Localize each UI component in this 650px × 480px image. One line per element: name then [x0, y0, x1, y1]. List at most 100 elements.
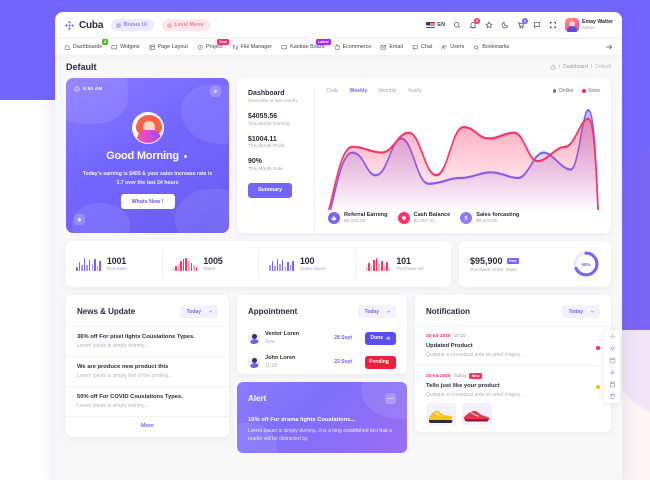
- tab-daily[interactable]: Daily: [327, 88, 339, 94]
- dark-mode-moon-icon[interactable]: [501, 21, 509, 29]
- legend-store: Store: [582, 88, 600, 94]
- gear-icon: [213, 89, 218, 94]
- decorative-blob: [175, 189, 229, 233]
- notification-meta: 20-04-2020 Today New: [426, 373, 600, 379]
- nav-item-file-manager[interactable]: File Manager: [232, 44, 272, 51]
- flag-us-icon: [425, 22, 435, 28]
- notification-filter-select[interactable]: Today: [561, 305, 600, 318]
- nav-item-bookmarks[interactable]: Bookmarks: [473, 44, 509, 51]
- kpi-sales: 1005 Sales: [163, 250, 259, 278]
- legend-online: Online: [553, 88, 573, 94]
- dashboard-card-title: Dashboard: [248, 90, 285, 97]
- cart-icon[interactable]: 2: [517, 18, 529, 29]
- top-widgets-row: 9:50 AM Good Morning Today's earnin: [66, 78, 611, 233]
- greeting-settings-button[interactable]: [210, 86, 221, 97]
- customizer-icon[interactable]: [609, 333, 616, 340]
- gauge-arc: [573, 251, 599, 277]
- nav-item-page-layout[interactable]: Page Layout: [149, 44, 188, 51]
- heart-icon: [397, 212, 410, 224]
- appointment-time: 11:00: [265, 363, 278, 369]
- trash-icon[interactable]: [609, 393, 616, 400]
- whats-new-button[interactable]: Whats New !: [120, 194, 175, 209]
- news-list-item[interactable]: We are produce new product this Lorem Ip…: [66, 356, 229, 386]
- notification-list-item[interactable]: 20-04-2020 10:10 Updated Product Quisque…: [415, 326, 611, 365]
- avatar: [565, 18, 580, 32]
- notification-title: Notification: [426, 307, 470, 316]
- decorative-blob: [181, 84, 229, 144]
- layout-icon[interactable]: [609, 357, 616, 364]
- settings-icon[interactable]: [609, 369, 616, 376]
- app-window: Cuba Bonus Ui Level Menu EN 5: [55, 12, 622, 480]
- dashboard-content: 9:50 AM Good Morning Today's earnin: [55, 78, 622, 463]
- appointment-avatar: [248, 332, 260, 344]
- gear-icon[interactable]: [609, 345, 616, 352]
- fullscreen-icon[interactable]: [549, 21, 557, 29]
- breadcrumb-parent[interactable]: Dashboard: [563, 64, 588, 70]
- news-list-item[interactable]: 36% off For pixel lights Couslations Typ…: [66, 326, 229, 356]
- purchase-order-gauge: 68%: [572, 250, 600, 278]
- nav-overflow[interactable]: [605, 43, 613, 51]
- tab-weekly[interactable]: Weekly: [349, 88, 368, 94]
- chart-svg: [328, 109, 599, 212]
- notification-date: 20-04-2020: [426, 334, 451, 339]
- bonus-ui-pill[interactable]: Bonus Ui: [111, 18, 154, 32]
- alert-minimize-button[interactable]: —: [385, 393, 396, 404]
- notification-status-dot-icon: [596, 346, 600, 350]
- home-icon[interactable]: [550, 64, 556, 70]
- metric-value: $5,000.20: [344, 219, 366, 224]
- news-more-link[interactable]: More: [66, 416, 229, 437]
- nav-item-kanban-board[interactable]: Kanban Board Latest: [281, 38, 331, 51]
- new-badge: New: [469, 373, 482, 379]
- stat-month-profit: $1004.11 This Month Profit: [248, 136, 314, 150]
- dashboard-stats-panel: Dashboard Overview of last month $4055.5…: [237, 88, 315, 233]
- nav-item-users[interactable]: Users: [441, 44, 464, 51]
- nav-item-email[interactable]: Email: [380, 44, 403, 51]
- brand-logo[interactable]: Cuba: [64, 20, 103, 31]
- metric-sales-forcasting: Sales forcasting $9,478.50: [460, 212, 519, 224]
- appointment-status-pending-button[interactable]: Pending: [365, 355, 396, 369]
- metric-cash-balance: Cash Balance $2,657.21: [397, 212, 450, 224]
- notification-list-item[interactable]: 20-04-2020 Today New Tello just like you…: [415, 365, 611, 432]
- bell-icon: [77, 217, 82, 222]
- purchase-order-label: Purchase Order Value: [470, 267, 518, 273]
- tab-yearly[interactable]: Yearly: [407, 88, 422, 94]
- appointment-filter-select[interactable]: Today: [357, 305, 396, 318]
- notification-meta: 20-04-2020 10:10: [426, 334, 600, 339]
- star-icon[interactable]: [485, 21, 493, 29]
- user-profile-menu[interactable]: Emay Walter Admin: [565, 18, 613, 32]
- language-selector[interactable]: EN: [425, 22, 445, 28]
- greeting-bell-button[interactable]: [74, 214, 85, 225]
- home-icon: [64, 44, 71, 51]
- summary-button[interactable]: Summary: [248, 182, 293, 198]
- nav-item-dashboards[interactable]: Dashboards 8: [64, 38, 109, 51]
- appointment-list-item[interactable]: John Loren 11:00 22 Sept Pending: [237, 350, 407, 374]
- sparkline-purchase-return: [365, 258, 391, 271]
- metric-value: $2,657.21: [413, 219, 435, 224]
- product-thumbnail-yellow-shoe[interactable]: [426, 403, 456, 425]
- notification-date: 20-04-2020: [426, 373, 451, 379]
- tab-monthly[interactable]: Monthly: [378, 88, 397, 94]
- search-icon[interactable]: [453, 21, 461, 29]
- nav-item-widgets[interactable]: Widgets: [111, 44, 140, 51]
- news-item-subtitle: Lorem Ipsum is simply text of the printi…: [77, 373, 173, 379]
- news-filter-select[interactable]: Today: [179, 305, 218, 318]
- sparkline-sales: [172, 258, 198, 271]
- metric-value: $9,478.50: [476, 219, 498, 224]
- nav-item-project[interactable]: Project New: [197, 38, 229, 51]
- chat-bubble-icon[interactable]: [533, 21, 541, 29]
- appointment-status-done-button[interactable]: Done: [365, 331, 396, 345]
- header-actions: EN 5 2: [425, 18, 613, 32]
- product-thumbnail-red-shoe[interactable]: [462, 403, 492, 425]
- nav-item-ecommerce[interactable]: Ecommerce: [334, 44, 371, 51]
- notifications-bell-icon[interactable]: 5: [469, 18, 481, 29]
- appointment-list-item[interactable]: Venter Loren Now 28 Sept Done: [237, 326, 407, 350]
- nav-item-chat[interactable]: Chat: [412, 44, 432, 51]
- dashboard-chart-panel: Daily Weekly Monthly Yearly Online Store: [315, 88, 611, 233]
- save-icon[interactable]: [609, 381, 616, 388]
- level-menu-pill[interactable]: Level Menu: [161, 18, 211, 32]
- sales-area-chart: [327, 96, 600, 212]
- arrow-right-icon[interactable]: [605, 43, 613, 51]
- news-list-item[interactable]: 50% off For COVID Couslations Types. Lor…: [66, 386, 229, 416]
- stat-label: This Month Profit: [248, 144, 285, 149]
- bookmark-heart-icon: [473, 44, 480, 51]
